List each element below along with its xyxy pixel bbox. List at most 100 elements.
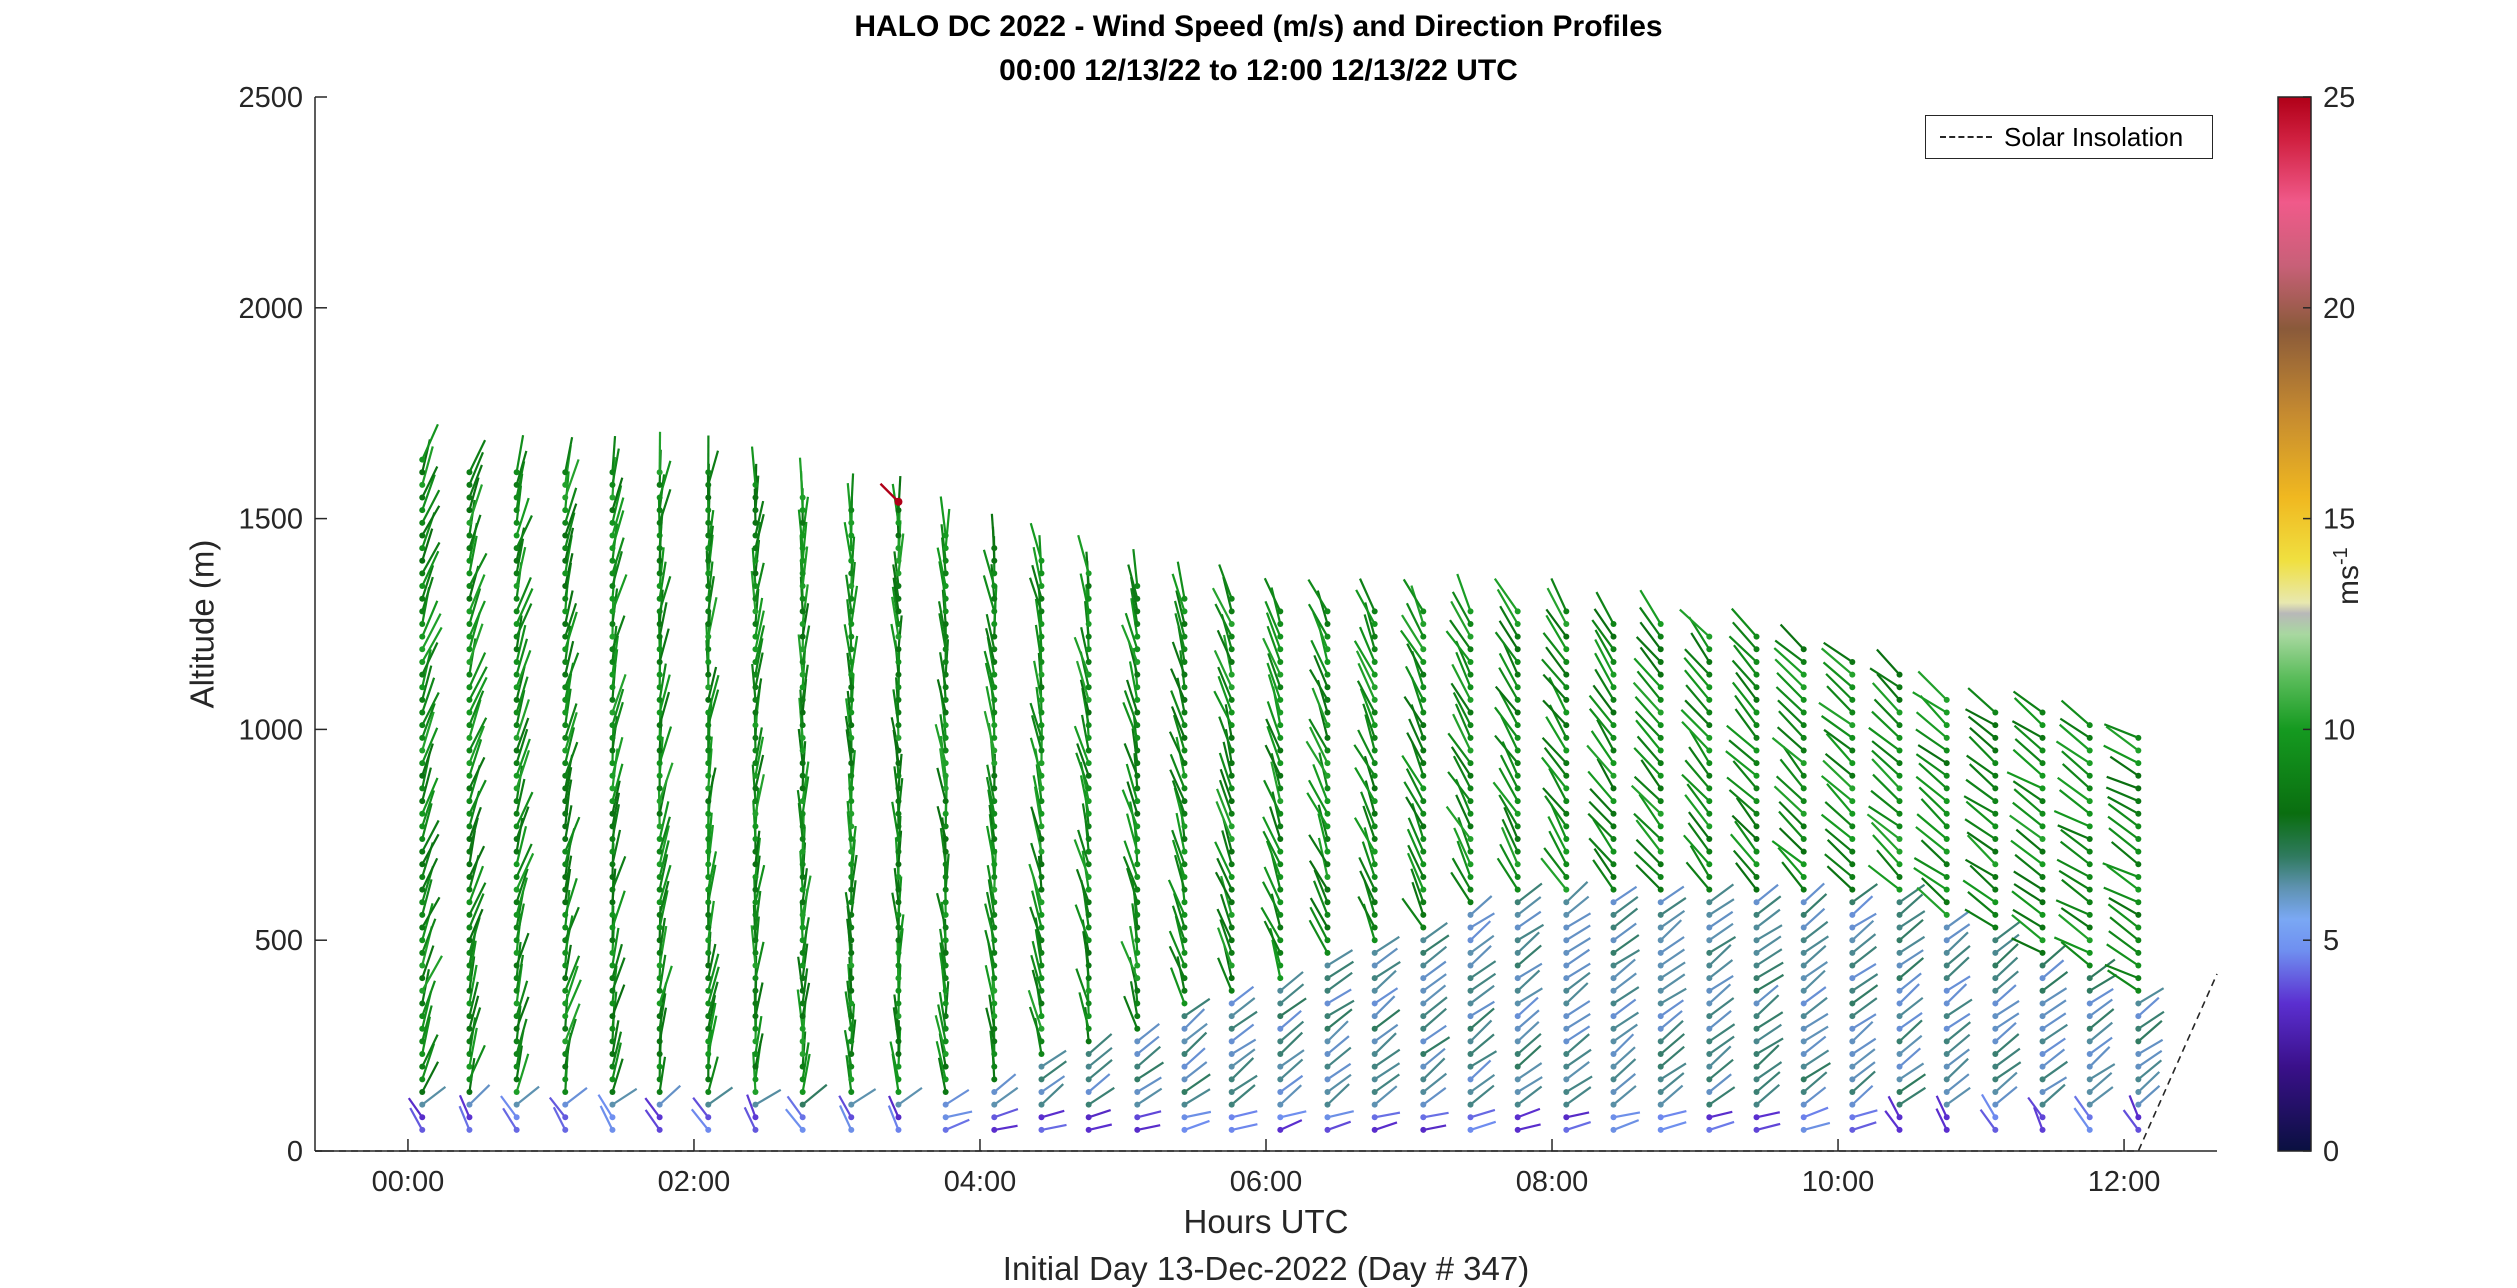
wind-vector xyxy=(1877,674,1899,700)
wind-vector xyxy=(1995,1001,2019,1016)
wind-vector-point xyxy=(562,646,568,652)
wind-vector-point xyxy=(1706,1114,1712,1120)
wind-vector-point xyxy=(2040,887,2046,893)
wind-vector-point xyxy=(1801,710,1807,716)
wind-vector-point xyxy=(2135,925,2141,931)
wind-vector-point xyxy=(466,1051,472,1057)
wind-vector-point xyxy=(705,925,711,931)
wind-vector xyxy=(1779,811,1804,839)
wind-vector-point xyxy=(562,532,568,538)
wind-vector xyxy=(1995,944,2018,966)
wind-vector-point xyxy=(943,1000,949,1006)
wind-vector-point xyxy=(1277,1076,1283,1082)
wind-vector xyxy=(1471,1110,1495,1117)
wind-vector-point xyxy=(848,912,854,918)
wind-vector xyxy=(2138,1012,2164,1029)
wind-vector-point xyxy=(1038,735,1044,741)
wind-vector-point xyxy=(1420,925,1426,931)
wind-vector-point xyxy=(1468,747,1474,753)
wind-vector-point xyxy=(1563,722,1569,728)
wind-vector-point xyxy=(1754,912,1760,918)
wind-vector xyxy=(1375,1033,1396,1054)
wind-vector-point xyxy=(991,1114,997,1120)
wind-vector-point xyxy=(514,836,520,842)
wind-vector xyxy=(1137,1047,1160,1067)
wind-vector-point xyxy=(895,823,901,829)
wind-vector-point xyxy=(1563,747,1569,753)
wind-vector-point xyxy=(991,1064,997,1070)
wind-vector-point xyxy=(1706,1076,1712,1082)
wind-vector-point xyxy=(2135,962,2141,968)
wind-vector-point xyxy=(991,558,997,564)
wind-vector xyxy=(1727,726,1757,751)
wind-vector xyxy=(1566,983,1587,1003)
wind-vector-point xyxy=(1420,1114,1426,1120)
wind-vector-point xyxy=(1611,1114,1617,1120)
wind-vector-point xyxy=(1658,621,1664,627)
wind-vector-point xyxy=(1277,1038,1283,1044)
wind-vector-point xyxy=(1992,1051,1998,1057)
wind-vector-point xyxy=(419,634,425,640)
wind-vector-point xyxy=(1515,722,1521,728)
wind-vector xyxy=(1041,1125,1066,1130)
wind-vector xyxy=(1355,641,1375,675)
wind-vector-point xyxy=(1944,925,1950,931)
wind-vector-point xyxy=(895,912,901,918)
wind-vector-point xyxy=(1611,659,1617,665)
wind-vector-point xyxy=(1468,975,1474,981)
wind-vector xyxy=(1804,1027,1828,1042)
wind-vector xyxy=(2108,904,2138,927)
wind-vector xyxy=(891,1042,899,1080)
wind-vector-point xyxy=(514,937,520,943)
wind-vector xyxy=(1566,913,1590,927)
wind-vector-point xyxy=(1897,684,1903,690)
wind-vector-point xyxy=(943,634,949,640)
wind-vector-point xyxy=(1277,836,1283,842)
wind-vector-point xyxy=(1611,710,1617,716)
wind-vector-point xyxy=(1038,1127,1044,1133)
wind-vector-point xyxy=(705,570,711,576)
wind-vector-point xyxy=(1134,925,1140,931)
wind-vector-point xyxy=(1944,1076,1950,1082)
wind-vector-point xyxy=(1181,621,1187,627)
wind-vector-point xyxy=(895,507,901,513)
wind-vector xyxy=(2028,1098,2042,1118)
wind-vector-point xyxy=(895,710,901,716)
wind-vector-point xyxy=(514,608,520,614)
wind-vector-point xyxy=(1849,962,1855,968)
wind-vector-point xyxy=(1658,1102,1664,1108)
wind-vector xyxy=(1543,675,1566,700)
wind-vector-point xyxy=(1420,1026,1426,1032)
wind-vector-point xyxy=(800,520,806,526)
wind-vector-point xyxy=(1563,975,1569,981)
wind-vector-point xyxy=(1086,1051,1092,1057)
wind-vector-point xyxy=(800,988,806,994)
wind-vector-point xyxy=(2135,773,2141,779)
wind-vector-point xyxy=(1944,899,1950,905)
wind-vector-point xyxy=(1181,937,1187,943)
wind-vector-point xyxy=(1897,975,1903,981)
wind-vector-point xyxy=(1324,975,1330,981)
wind-vector xyxy=(1614,1120,1639,1130)
wind-vector-point xyxy=(1324,937,1330,943)
wind-vector-point xyxy=(895,1000,901,1006)
wind-vector-point xyxy=(1897,747,1903,753)
wind-vector-point xyxy=(562,672,568,678)
wind-vector-point xyxy=(1801,874,1807,880)
wind-vector-point xyxy=(657,1102,663,1108)
wind-vector xyxy=(798,989,803,1028)
wind-vector-point xyxy=(419,1064,425,1070)
wind-vector xyxy=(1375,996,1395,1016)
wind-vector-point xyxy=(848,1089,854,1095)
wind-vector-point xyxy=(1229,975,1235,981)
wind-vector-point xyxy=(991,570,997,576)
wind-vector-point xyxy=(1611,735,1617,741)
wind-vector-point xyxy=(1086,950,1092,956)
wind-vector-point xyxy=(1468,811,1474,817)
wind-vector-point xyxy=(991,1000,997,1006)
wind-vector-point xyxy=(1468,773,1474,779)
wind-vector-point xyxy=(1563,874,1569,880)
wind-vector-point xyxy=(1372,1026,1378,1032)
wind-vector xyxy=(612,616,624,650)
wind-vector-point xyxy=(800,861,806,867)
